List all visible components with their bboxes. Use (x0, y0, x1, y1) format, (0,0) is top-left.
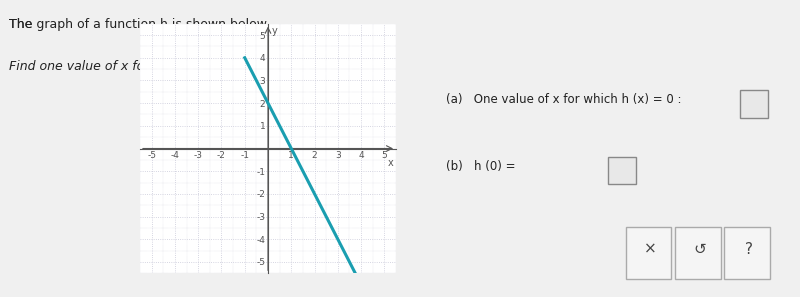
Bar (724, 227, 770, 279)
Text: (a)   One value of x for which h (x) = 0 :: (a) One value of x for which h (x) = 0 : (446, 93, 682, 106)
Text: The: The (10, 18, 37, 31)
Bar (740, 90, 768, 118)
Bar (626, 227, 671, 279)
Text: x: x (388, 158, 394, 168)
Text: ↺: ↺ (693, 242, 706, 257)
Text: The graph of a function h is shown below.: The graph of a function h is shown below… (10, 18, 270, 31)
Text: y: y (271, 26, 278, 36)
Bar (675, 227, 721, 279)
Bar (608, 157, 636, 184)
Text: ×: × (644, 242, 657, 257)
Text: (b)   h (0) =: (b) h (0) = (446, 160, 515, 173)
Text: ?: ? (745, 242, 753, 257)
Text: Find one value of x for which h (x) = 0 and find h (0).: Find one value of x for which h (x) = 0 … (10, 60, 342, 73)
